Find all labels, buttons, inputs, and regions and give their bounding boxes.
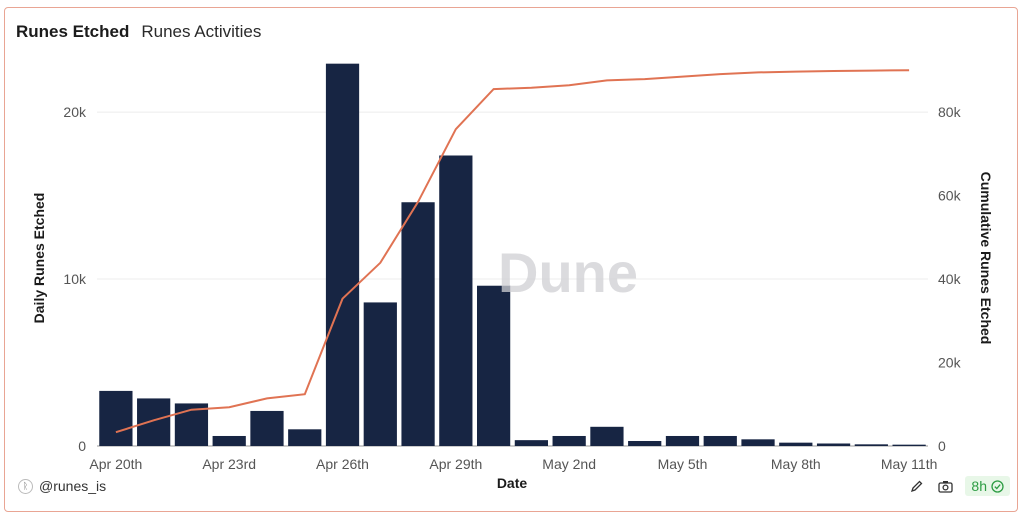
bar — [590, 426, 624, 446]
edit-icon[interactable] — [909, 478, 925, 494]
freshness-value: 8h — [971, 478, 987, 494]
chart-title: Runes Etched — [16, 22, 130, 41]
bar — [628, 440, 662, 446]
y-tick-label: 0 — [78, 438, 86, 454]
bar — [212, 435, 246, 446]
runes-logo-icon: ᚱ — [18, 478, 33, 494]
bar — [325, 63, 360, 447]
x-tick-label: Apr 29th — [429, 456, 482, 472]
y2-axis-title: Cumulative Runes Etched — [978, 172, 994, 345]
chart-subtitle: Runes Activities — [141, 22, 262, 41]
y2-tick-label: 40k — [938, 271, 962, 287]
creator-link[interactable]: ᚱ @runes_is — [18, 478, 106, 494]
bar — [476, 285, 511, 446]
bar — [514, 440, 549, 446]
bar — [439, 155, 473, 446]
freshness-badge[interactable]: 8h — [965, 476, 1010, 496]
bar — [779, 442, 813, 446]
y2-tick-label: 60k — [938, 188, 962, 204]
y-axis-title: Daily Runes Etched — [31, 193, 47, 324]
x-tick-label: May 11th — [881, 456, 938, 472]
watermark-text: Dune — [498, 241, 638, 304]
x-tick-label: May 5th — [658, 456, 708, 472]
bar — [99, 390, 133, 446]
chart-card — [4, 7, 1018, 512]
bar — [288, 429, 322, 446]
y2-tick-label: 20k — [938, 355, 962, 371]
bar — [250, 410, 284, 446]
bar — [741, 439, 775, 446]
bar-series — [99, 63, 926, 447]
y-tick-label: 20k — [63, 104, 87, 120]
check-circle-icon — [991, 479, 1004, 493]
y-axis-left: 0 10k 20k — [63, 104, 87, 454]
y2-tick-label: 0 — [938, 438, 946, 454]
x-axis-title: Date — [497, 475, 528, 491]
y-axis-right: 0 20k 40k 60k 80k — [938, 104, 962, 454]
chart-header: Runes Etched Runes Activities — [16, 22, 261, 42]
x-tick-label: Apr 23rd — [202, 456, 256, 472]
cumulative-line — [115, 69, 910, 434]
x-tick-label: Apr 20th — [89, 456, 142, 472]
y2-tick-label: 80k — [938, 104, 962, 120]
x-axis: Apr 20th Apr 23rd Apr 26th Apr 29th May 2nd M… — [89, 456, 937, 472]
bar — [552, 435, 586, 446]
line-series — [115, 69, 910, 434]
x-tick-label: Apr 26th — [316, 456, 369, 472]
chart-toolbar: 8h — [909, 476, 1010, 496]
bar — [854, 444, 888, 446]
bar — [892, 444, 926, 446]
creator-handle: @runes_is — [39, 478, 107, 494]
bar — [363, 302, 397, 446]
bar — [137, 398, 171, 446]
bar — [816, 443, 851, 446]
bar — [665, 435, 700, 446]
camera-icon[interactable] — [937, 478, 953, 494]
y-tick-label: 10k — [63, 271, 87, 287]
bar — [401, 202, 435, 446]
x-tick-label: May 2nd — [542, 456, 596, 472]
x-tick-label: May 8th — [771, 456, 821, 472]
bar — [703, 435, 737, 446]
